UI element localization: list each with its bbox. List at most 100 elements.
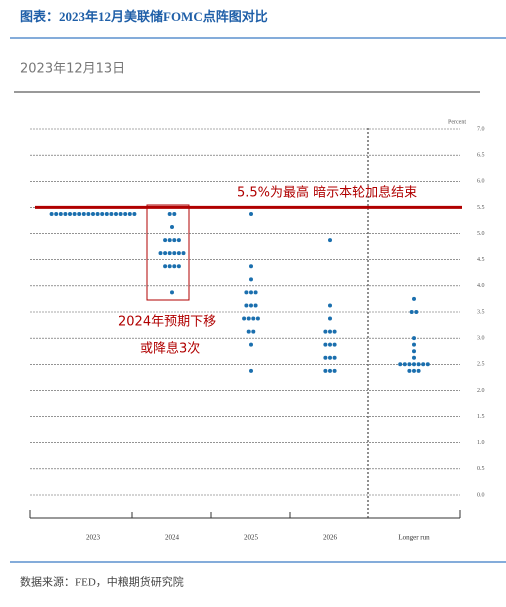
y-tick-label: 1.5 xyxy=(477,414,485,420)
dot xyxy=(132,211,137,216)
y-tick-label: 0.5 xyxy=(477,466,485,472)
x-tick-label: 2025 xyxy=(244,534,259,542)
dot xyxy=(114,211,118,216)
y-tick-label: 6.0 xyxy=(477,179,485,185)
dot xyxy=(249,342,253,347)
chart-title: 图表：2023年12月美联储FOMC点阵图对比 xyxy=(20,9,268,24)
dot xyxy=(181,251,186,256)
dot xyxy=(123,211,128,216)
dot xyxy=(167,251,172,256)
dot xyxy=(118,211,123,216)
dot xyxy=(176,238,181,243)
dot xyxy=(412,336,416,341)
x-tick-label: Longer run xyxy=(398,534,430,542)
dot xyxy=(244,303,249,308)
dot xyxy=(407,368,412,373)
dot xyxy=(249,303,253,308)
dot xyxy=(323,329,328,334)
dot xyxy=(412,362,416,367)
dot xyxy=(63,211,68,216)
dot xyxy=(412,368,416,373)
dot xyxy=(398,362,403,367)
dot xyxy=(176,264,181,269)
dot xyxy=(158,251,163,256)
dot xyxy=(109,211,114,216)
dot xyxy=(421,362,426,367)
y-tick-label: 2.0 xyxy=(477,388,485,394)
reference-label: 5.5%为最高 暗示本轮加息结束 xyxy=(237,185,417,201)
dot xyxy=(167,211,172,216)
dot xyxy=(328,368,332,373)
dot xyxy=(251,316,256,321)
dot xyxy=(163,251,168,256)
dot xyxy=(163,238,168,243)
x-tick-label: 2023 xyxy=(86,534,101,542)
dot xyxy=(251,329,256,334)
y-tick-label: 3.0 xyxy=(477,336,485,342)
dot xyxy=(414,310,419,314)
annotation: 2024年预期下移 xyxy=(118,315,216,330)
dot xyxy=(58,211,63,216)
dot xyxy=(328,316,332,321)
y-tick-label: 5.5 xyxy=(477,205,485,211)
dot xyxy=(407,362,412,367)
dot xyxy=(249,264,253,269)
dot xyxy=(412,349,416,354)
dot xyxy=(172,211,177,216)
subtitle: 2023年12月13日 xyxy=(20,62,125,77)
dot xyxy=(127,211,132,216)
dot xyxy=(172,238,177,243)
dot xyxy=(91,211,95,216)
y-tick-label: 1.0 xyxy=(477,440,485,446)
dot xyxy=(249,368,253,373)
dot xyxy=(170,290,174,295)
dot xyxy=(176,251,181,256)
dot xyxy=(412,296,416,301)
dot xyxy=(170,225,174,230)
y-tick-label: 4.5 xyxy=(477,257,485,263)
dot xyxy=(100,211,105,216)
dot xyxy=(104,211,109,216)
dot xyxy=(77,211,82,216)
dot xyxy=(95,211,100,216)
dot xyxy=(323,342,328,347)
dot xyxy=(253,290,258,295)
y-tick-label: 6.5 xyxy=(477,153,485,159)
dot xyxy=(332,368,337,373)
dot xyxy=(323,355,328,360)
y-tick-label: 5.0 xyxy=(477,231,485,237)
dot xyxy=(332,329,337,334)
highlight-box xyxy=(146,204,190,301)
x-tick-label: 2024 xyxy=(165,534,180,542)
y-tick-label: 7.0 xyxy=(477,126,485,132)
dot xyxy=(246,329,251,334)
dot xyxy=(253,303,258,308)
dot xyxy=(328,238,332,243)
dot xyxy=(328,329,332,334)
dot xyxy=(328,342,332,347)
x-axis-ticks xyxy=(29,510,461,518)
dot xyxy=(416,368,421,373)
dot xyxy=(323,368,328,373)
dot xyxy=(425,362,430,367)
annotation: 或降息3次 xyxy=(140,341,200,357)
dot xyxy=(249,277,253,282)
dot xyxy=(242,316,247,321)
dot xyxy=(72,211,77,216)
source: 数据来源：FED，中粮期货研究院 xyxy=(20,575,184,589)
y-tick-label: 2.5 xyxy=(477,362,485,368)
dot xyxy=(172,251,177,256)
dot xyxy=(412,342,416,347)
y-axis-label: Percent xyxy=(448,119,466,125)
dot xyxy=(328,355,332,360)
x-tick-label: 2026 xyxy=(323,534,338,542)
dot xyxy=(332,342,337,347)
dot xyxy=(328,303,332,308)
dot xyxy=(332,355,337,360)
dot xyxy=(249,290,253,295)
dot xyxy=(255,316,260,321)
dot xyxy=(402,362,407,367)
y-tick-label: 0.0 xyxy=(477,492,485,498)
